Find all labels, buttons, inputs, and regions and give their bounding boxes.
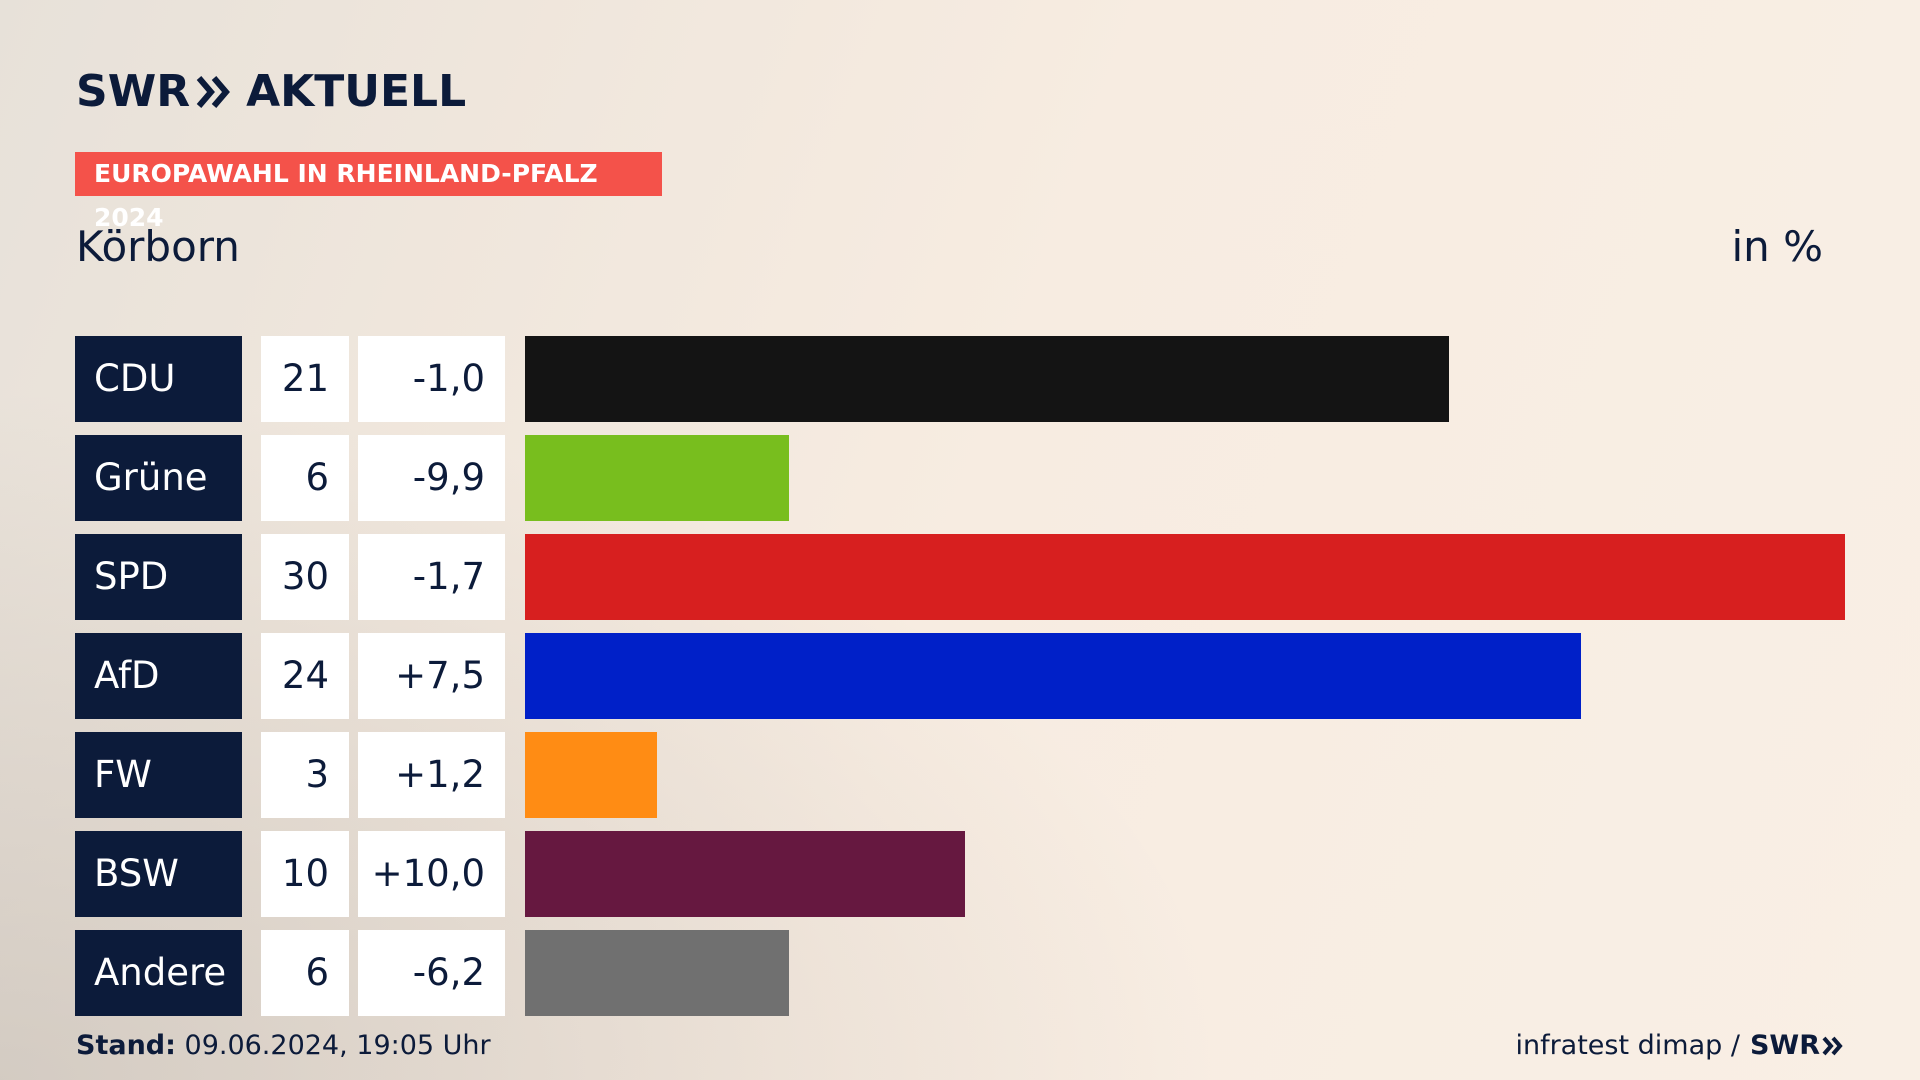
swr-aktuell-logo: SWR AKTUELL bbox=[76, 66, 466, 117]
bar-row: SPD 30 -1,7 bbox=[75, 534, 1845, 620]
chevron-double-right-icon bbox=[196, 75, 232, 109]
stand-label: Stand: bbox=[76, 1030, 176, 1061]
bar-row: FW 3 +1,2 bbox=[75, 732, 1845, 818]
change-label: -1,7 bbox=[358, 534, 505, 620]
bar bbox=[525, 336, 1449, 422]
value-label: 21 bbox=[261, 336, 349, 422]
party-label: AfD bbox=[75, 633, 242, 719]
party-label: FW bbox=[75, 732, 242, 818]
bar-row: CDU 21 -1,0 bbox=[75, 336, 1845, 422]
value-label: 30 bbox=[261, 534, 349, 620]
timestamp: Stand: 09.06.2024, 19:05 Uhr bbox=[76, 1030, 491, 1061]
change-label: -9,9 bbox=[358, 435, 505, 521]
source-logo-text: SWR bbox=[1749, 1030, 1820, 1061]
chevron-double-right-icon bbox=[1822, 1036, 1843, 1055]
bar-row: BSW 10 +10,0 bbox=[75, 831, 1845, 917]
party-label: CDU bbox=[75, 336, 242, 422]
bar bbox=[525, 732, 657, 818]
source-credit: infratest dimap / SWR bbox=[1515, 1030, 1844, 1061]
bar-row: AfD 24 +7,5 bbox=[75, 633, 1845, 719]
source-logo: SWR bbox=[1750, 1030, 1844, 1061]
place-title: Körborn bbox=[76, 222, 240, 271]
bar bbox=[525, 930, 789, 1016]
value-label: 3 bbox=[261, 732, 349, 818]
election-banner: EUROPAWAHL IN RHEINLAND-PFALZ 2024 bbox=[75, 152, 662, 232]
logo-swr-text: SWR bbox=[76, 66, 191, 117]
bar bbox=[525, 633, 1581, 719]
value-label: 10 bbox=[261, 831, 349, 917]
party-label: SPD bbox=[75, 534, 242, 620]
bar-row: Andere 6 -6,2 bbox=[75, 930, 1845, 1016]
party-label: Grüne bbox=[75, 435, 242, 521]
bar bbox=[525, 435, 789, 521]
change-label: -6,2 bbox=[358, 930, 505, 1016]
value-label: 6 bbox=[261, 930, 349, 1016]
party-label: Andere bbox=[75, 930, 242, 1016]
change-label: +7,5 bbox=[358, 633, 505, 719]
stand-value: 09.06.2024, 19:05 Uhr bbox=[184, 1030, 491, 1061]
bar bbox=[525, 534, 1845, 620]
source-text: infratest dimap / bbox=[1515, 1030, 1740, 1061]
bar bbox=[525, 831, 965, 917]
change-label: +10,0 bbox=[358, 831, 505, 917]
logo-aktuell-text: AKTUELL bbox=[246, 66, 467, 117]
value-label: 6 bbox=[261, 435, 349, 521]
bar-row: Grüne 6 -9,9 bbox=[75, 435, 1845, 521]
change-label: +1,2 bbox=[358, 732, 505, 818]
change-label: -1,0 bbox=[358, 336, 505, 422]
party-label: BSW bbox=[75, 831, 242, 917]
unit-label: in % bbox=[1731, 222, 1823, 271]
value-label: 24 bbox=[261, 633, 349, 719]
